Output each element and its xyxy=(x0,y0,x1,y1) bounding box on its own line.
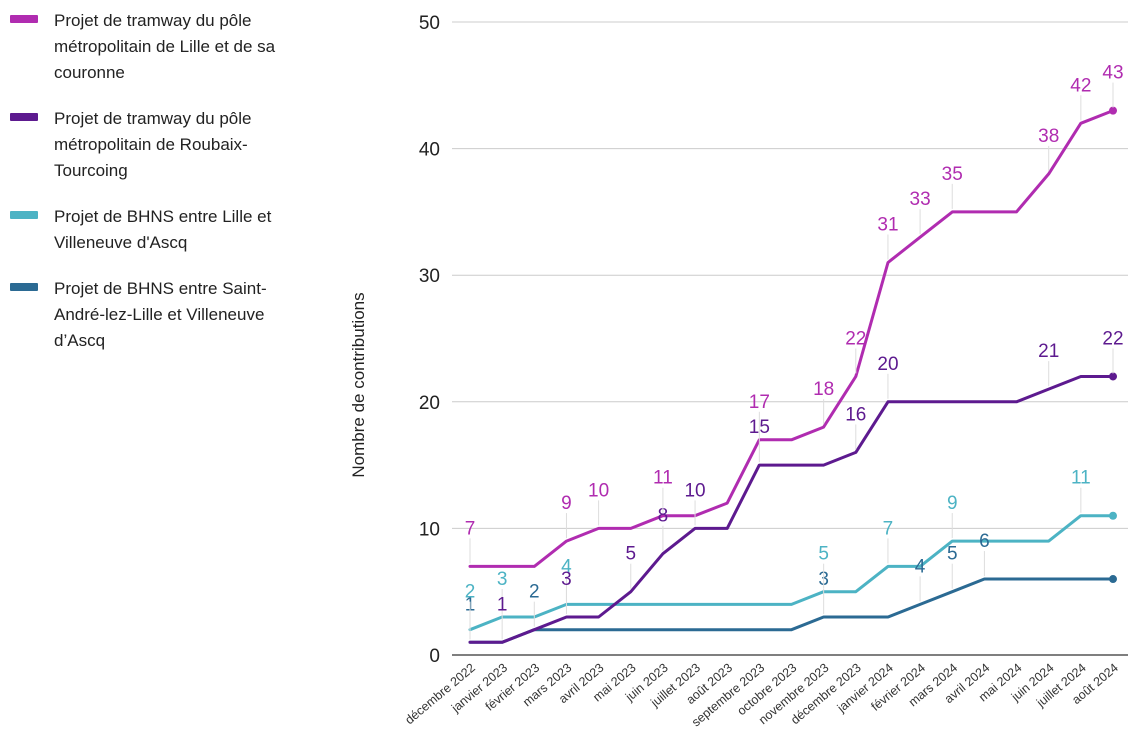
legend-item: Projet de tramway du pôle métropolitain … xyxy=(10,106,310,184)
data-label: 7 xyxy=(883,518,894,539)
data-label: 21 xyxy=(1038,341,1059,362)
y-tick-label: 20 xyxy=(419,393,440,414)
y-tick-label: 50 xyxy=(419,13,440,34)
data-label: 9 xyxy=(561,493,572,514)
data-label: 22 xyxy=(845,328,866,349)
data-label: 20 xyxy=(877,354,898,375)
data-label: 42 xyxy=(1070,75,1091,96)
data-label: 18 xyxy=(813,379,834,400)
data-label: 3 xyxy=(497,569,508,590)
legend-label: Projet de BHNS entre Saint-André-lez-Lil… xyxy=(54,279,267,350)
data-label: 16 xyxy=(845,404,866,425)
data-label: 7 xyxy=(465,518,476,539)
data-label: 3 xyxy=(561,569,572,590)
legend-label: Projet de tramway du pôle métropolitain … xyxy=(54,11,276,82)
series-end-point xyxy=(1109,106,1117,115)
legend-item: Projet de BHNS entre Lille et Villeneuve… xyxy=(10,204,310,256)
legend-label: Projet de BHNS entre Lille et Villeneuve… xyxy=(54,207,272,252)
data-label: 6 xyxy=(979,531,990,552)
legend-swatch xyxy=(10,113,38,121)
legend-swatch xyxy=(10,283,38,291)
series-line xyxy=(468,577,1115,644)
series-end-point xyxy=(1109,372,1117,381)
data-label: 5 xyxy=(947,544,958,565)
data-label: 1 xyxy=(497,594,508,615)
legend-swatch xyxy=(10,15,38,23)
legend-item: Projet de BHNS entre Saint-André-lez-Lil… xyxy=(10,276,310,354)
data-label: 8 xyxy=(658,506,669,527)
data-label: 5 xyxy=(818,544,829,565)
data-label: 4 xyxy=(915,556,926,577)
data-label: 2 xyxy=(465,582,476,603)
legend-swatch xyxy=(10,211,38,219)
data-label: 31 xyxy=(877,215,898,236)
legend-item: Projet de tramway du pôle métropolitain … xyxy=(10,8,310,86)
series-line xyxy=(468,109,1115,568)
data-label: 35 xyxy=(942,164,963,185)
data-label: 43 xyxy=(1102,63,1123,84)
data-label: 10 xyxy=(684,480,705,501)
data-label: 33 xyxy=(910,189,931,210)
series-line xyxy=(468,514,1115,632)
chart-legend: Projet de tramway du pôle métropolitain … xyxy=(10,8,310,374)
legend-label: Projet de tramway du pôle métropolitain … xyxy=(54,109,252,180)
data-label: 4 xyxy=(561,556,572,577)
data-label: 11 xyxy=(1071,468,1091,489)
series-end-point xyxy=(1109,575,1117,584)
y-tick-label: 0 xyxy=(429,646,440,667)
y-tick-label: 30 xyxy=(419,266,440,287)
data-label: 9 xyxy=(947,493,958,514)
y-tick-label: 10 xyxy=(419,519,440,540)
data-label: 5 xyxy=(625,544,636,565)
data-label: 22 xyxy=(1102,328,1123,349)
y-axis-title: Nombre de contributions xyxy=(349,292,368,477)
data-label: 38 xyxy=(1038,126,1059,147)
series-end-point xyxy=(1109,511,1117,520)
data-label: 11 xyxy=(653,468,673,489)
data-label: 2 xyxy=(529,582,540,603)
data-label: 17 xyxy=(749,392,770,413)
y-tick-label: 40 xyxy=(419,140,440,161)
data-label: 10 xyxy=(588,480,609,501)
series-line xyxy=(468,375,1115,644)
